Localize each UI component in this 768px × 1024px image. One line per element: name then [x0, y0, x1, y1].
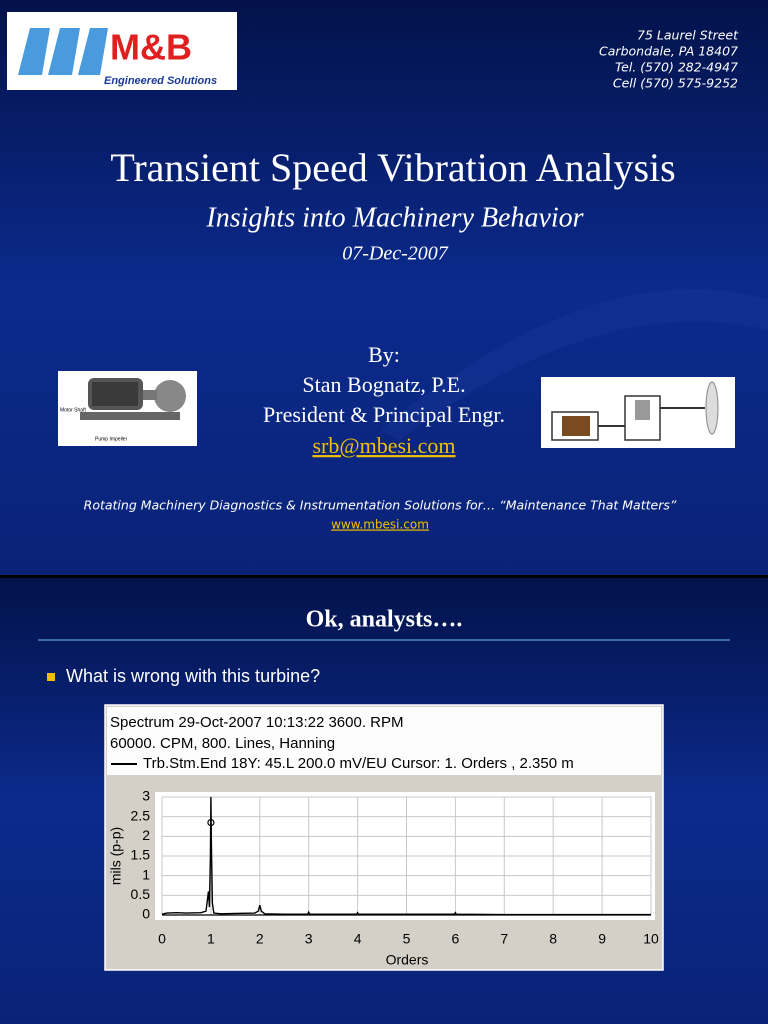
- y-tick-label: 1.5: [131, 847, 151, 863]
- slide-title: Ok, analysts….: [306, 607, 463, 633]
- slide-background: [0, 0, 768, 575]
- drivetrain-diagram: [541, 377, 735, 448]
- image-label: Motor Shaft: [60, 407, 86, 413]
- plot-header: Trb.Stm.End 18Y: 45.L 200.0 mV/EU Cursor…: [143, 755, 574, 772]
- x-tick-label: 8: [549, 931, 557, 947]
- image-label: Pump Impeller: [95, 436, 128, 442]
- x-tick-label: 4: [354, 931, 362, 947]
- address-line: Tel. (570) 282-4947: [615, 60, 738, 75]
- title: Transient Speed Vibration Analysis: [110, 145, 675, 190]
- y-tick-label: 0.5: [131, 886, 151, 902]
- pump-image: Motor Shaft Pump Impeller: [58, 371, 197, 446]
- x-tick-label: 9: [598, 931, 606, 947]
- plot-header: 60000. CPM, 800. Lines, Hanning: [110, 735, 335, 752]
- y-tick-label: 1: [142, 866, 150, 882]
- x-tick-label: 6: [452, 931, 460, 947]
- address-line: Cell (570) 575-9252: [613, 76, 738, 91]
- x-tick-label: 10: [643, 931, 659, 947]
- logo-brand: M&B: [110, 27, 192, 68]
- y-tick-label: 3: [142, 788, 150, 804]
- x-tick-label: 1: [207, 931, 215, 947]
- logo: M&B Engineered Solutions: [7, 12, 237, 90]
- x-axis-label: Orders: [386, 952, 429, 968]
- footer-tagline: Rotating Machinery Diagnostics & Instrum…: [84, 498, 677, 513]
- cursor-marker: [207, 818, 215, 827]
- byline: President & Principal Engr.: [263, 402, 505, 427]
- x-tick-label: 5: [403, 931, 411, 947]
- bullet-marker: [47, 673, 55, 681]
- logo-tagline: Engineered Solutions: [104, 75, 217, 87]
- address-line: 75 Laurel Street: [637, 28, 739, 43]
- x-tick-label: 7: [500, 931, 508, 947]
- x-tick-label: 3: [305, 931, 313, 947]
- byline: By:: [368, 342, 400, 367]
- plot-header: Spectrum 29-Oct-2007 10:13:22 3600. RPM: [110, 714, 404, 731]
- byline: Stan Bognatz, P.E.: [302, 372, 465, 397]
- spectrum-line: [161, 796, 651, 916]
- website-link[interactable]: www.mbesi.com: [331, 518, 429, 532]
- date: 07-Dec-2007: [342, 243, 449, 265]
- subtitle: Insights into Machinery Behavior: [205, 202, 583, 233]
- y-tick-label: 2.5: [131, 807, 151, 823]
- email-link[interactable]: srb@mbesi.com: [312, 433, 455, 458]
- spectrum-plot: Spectrum 29-Oct-2007 10:13:22 3600. RPM …: [104, 704, 664, 971]
- y-axis-label: mils (p-p): [108, 827, 124, 885]
- y-tick-label: 0: [142, 906, 150, 922]
- bullet-text: What is wrong with this turbine?: [66, 666, 320, 686]
- x-tick-label: 2: [256, 931, 264, 947]
- x-tick-label: 0: [158, 931, 166, 947]
- y-tick-label: 2: [142, 827, 150, 843]
- address-line: Carbondale, PA 18407: [599, 44, 738, 59]
- decor-swoosh: [380, 289, 768, 440]
